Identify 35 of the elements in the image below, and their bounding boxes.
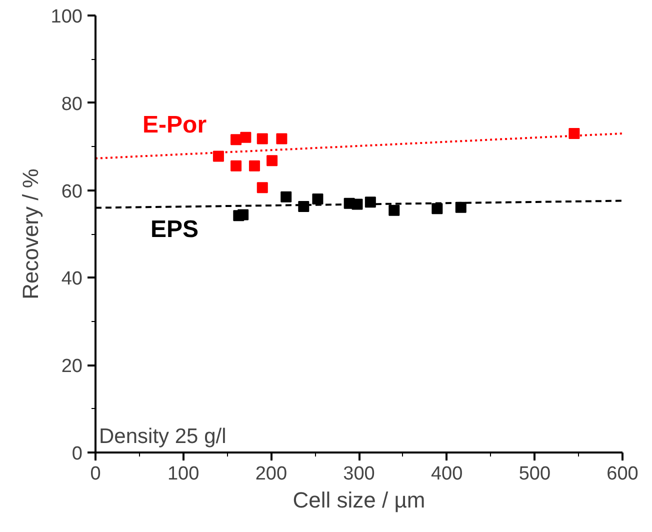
point bbox=[352, 198, 363, 210]
point bbox=[256, 133, 268, 144]
point bbox=[276, 133, 288, 144]
x-tick-label: 100 bbox=[167, 464, 200, 484]
point bbox=[240, 132, 252, 143]
annotation: Density 25 g/l bbox=[99, 425, 226, 448]
point bbox=[432, 203, 443, 214]
y-tick-label: 40 bbox=[61, 268, 83, 290]
point bbox=[256, 182, 268, 194]
point bbox=[364, 196, 376, 208]
y-axis-title: Recovery / % bbox=[18, 168, 43, 300]
y-tick-label: 80 bbox=[61, 94, 83, 115]
y-tick-label: 100 bbox=[50, 6, 82, 28]
y-tick-label: 20 bbox=[61, 356, 83, 378]
x-tick-label: 0 bbox=[90, 464, 101, 484]
series-label: E-Por bbox=[142, 111, 207, 138]
point bbox=[230, 160, 242, 172]
point bbox=[248, 160, 260, 172]
point bbox=[388, 204, 400, 216]
x-axis-title: Cell size / µm bbox=[292, 488, 426, 512]
y-tick-label: 0 bbox=[72, 444, 83, 464]
point bbox=[280, 191, 292, 202]
point bbox=[266, 155, 278, 166]
point bbox=[238, 209, 249, 220]
point bbox=[212, 150, 224, 162]
x-tick-label: 200 bbox=[255, 464, 288, 484]
x-tick-label: 300 bbox=[343, 464, 375, 484]
x-tick-label: 400 bbox=[430, 464, 463, 484]
point bbox=[312, 194, 324, 205]
point bbox=[568, 128, 580, 139]
x-tick-label: 500 bbox=[518, 464, 551, 484]
x-tick-label: 600 bbox=[606, 464, 638, 484]
point bbox=[230, 134, 242, 146]
series-label: EPS bbox=[150, 216, 199, 244]
y-tick-label: 60 bbox=[61, 181, 83, 202]
